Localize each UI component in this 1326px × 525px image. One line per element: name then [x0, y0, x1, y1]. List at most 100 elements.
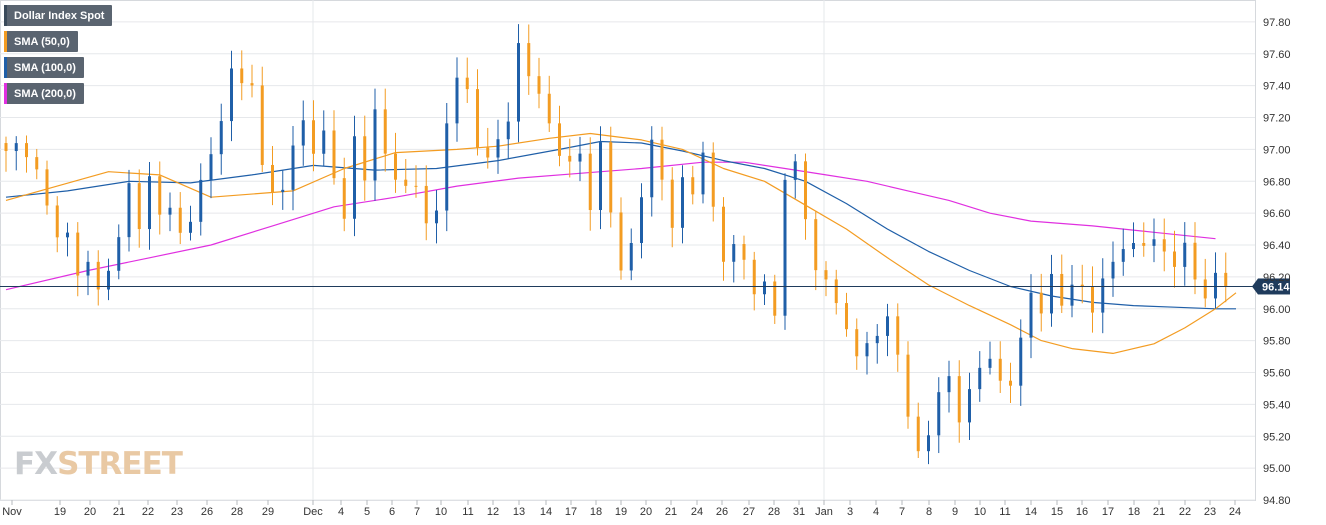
x-tick-label: Dec [303, 506, 323, 518]
candle-body [1019, 337, 1023, 386]
legend-label-sma50: SMA (50,0) [14, 35, 70, 48]
candle-body [670, 179, 674, 228]
candle-body [896, 316, 900, 355]
x-tick-label: 28 [768, 506, 780, 518]
candle-body [752, 259, 756, 295]
last-price-line: 96.14 [0, 278, 1290, 295]
x-tick-label: 6 [389, 506, 395, 518]
candle-body [824, 270, 828, 280]
candle-body [619, 212, 623, 271]
last-price-label: 96.14 [1262, 281, 1290, 293]
candle-body [855, 329, 859, 357]
candle-body [301, 120, 305, 146]
candle-body [968, 389, 971, 423]
y-axis: 97.80 97.60 97.40 97.20 97.00 96.80 96.60 96.40… [1263, 17, 1291, 507]
candle-body [998, 358, 1002, 381]
candle-body [1091, 286, 1094, 313]
candle-body [937, 392, 941, 436]
x-tick-label: 23 [171, 506, 183, 518]
candle-body [1152, 239, 1156, 246]
y-tick-label: 95.80 [1263, 336, 1291, 348]
candle-body [435, 210, 438, 224]
candle-body [117, 237, 121, 271]
candle-body [517, 43, 520, 122]
candle-body [742, 244, 746, 260]
candle-body [732, 244, 736, 262]
x-tick-label: 20 [84, 506, 96, 518]
candle-body [906, 354, 910, 417]
legend-item-sma100: SMA (100,0) [4, 57, 84, 78]
candle-body [363, 136, 367, 181]
x-tick-label: 22 [1179, 506, 1191, 518]
x-tick-label: 20 [640, 506, 652, 518]
legend-label-sma200: SMA (200,0) [14, 87, 76, 100]
candle-body [578, 153, 582, 162]
sma50-path [5, 132, 1237, 354]
x-tick-label: 11 [462, 506, 473, 518]
last-price-badge-arrow [1252, 278, 1258, 295]
candle-body [1224, 272, 1228, 287]
y-tick-label: 95.40 [1263, 399, 1291, 411]
candle-body [96, 261, 100, 290]
candle-body [927, 435, 930, 452]
y-tick-label: 95.60 [1263, 368, 1291, 380]
candle-body [322, 130, 326, 154]
candle-body [1101, 278, 1105, 313]
candle-body [763, 281, 766, 295]
x-tick-label: 13 [513, 506, 525, 518]
legend-item-sma200: SMA (200,0) [4, 83, 84, 104]
y-tick-label: 94.80 [1263, 495, 1291, 507]
x-tick-label: Nov [2, 506, 22, 518]
x-tick-label: 15 [1051, 506, 1063, 518]
candlestick-series [4, 24, 1228, 465]
candle-body [711, 152, 715, 207]
legend-item-sma50: SMA (50,0) [4, 31, 78, 52]
x-tick-label: 16 [1076, 506, 1088, 518]
x-tick-label: 14 [540, 506, 552, 518]
candle-body [1203, 279, 1207, 299]
candle-body [55, 205, 59, 238]
candle-body [773, 281, 777, 316]
candle-body [558, 123, 561, 156]
x-tick-label: 21 [665, 506, 677, 518]
x-tick-label: 14 [1025, 506, 1037, 518]
candle-body [660, 139, 664, 180]
candle-body [230, 68, 233, 122]
x-tick-label: 12 [487, 506, 499, 518]
plot-frame [0, 0, 1256, 501]
candle-body [1111, 261, 1115, 279]
candle-body [353, 136, 356, 219]
y-tick-label: 97.20 [1263, 113, 1291, 125]
candle-body [476, 89, 479, 148]
candle-body [76, 232, 80, 276]
x-tick-label: 26 [716, 506, 728, 518]
legend-item-price: Dollar Index Spot [4, 5, 113, 26]
candle-body [1060, 273, 1064, 306]
candle-body [1132, 243, 1135, 250]
candle-body [271, 164, 274, 193]
x-tick-label: 21 [113, 506, 125, 518]
last-price-badge [1258, 278, 1290, 295]
x-tick-label: 9 [952, 506, 958, 518]
candle-body [1121, 249, 1125, 262]
x-tick-label: 26 [201, 506, 213, 518]
candle-body [332, 130, 336, 179]
x-tick-label: 21 [1153, 506, 1165, 518]
sma-50-line [5, 132, 1237, 354]
candle-body [1162, 239, 1166, 252]
candle-body [424, 185, 428, 224]
candle-body [250, 83, 254, 86]
candle-body [414, 185, 418, 187]
candle-body [260, 85, 264, 165]
x-tick-label: 19 [54, 506, 66, 518]
candle-body [35, 157, 39, 170]
candle-body [312, 120, 315, 154]
candle-body [342, 178, 346, 219]
candle-body [834, 279, 838, 304]
candle-body [783, 179, 787, 316]
x-tick-label: 24 [1229, 506, 1241, 518]
candle-body [865, 343, 869, 357]
x-tick-label: 18 [1128, 506, 1140, 518]
candle-body [66, 232, 69, 238]
